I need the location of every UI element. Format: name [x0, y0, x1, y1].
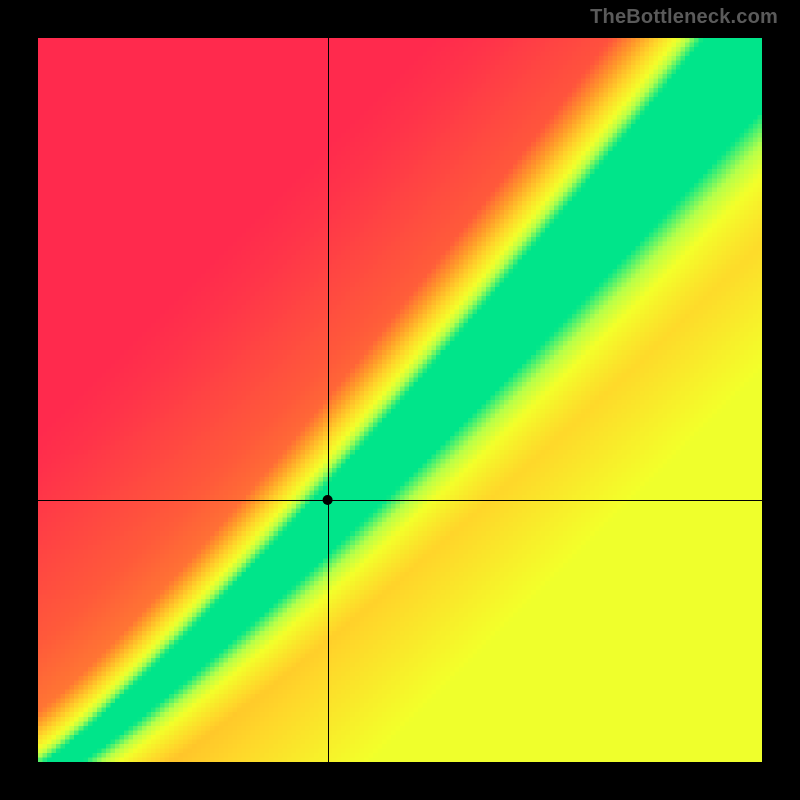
- heatmap-plot: [38, 38, 762, 762]
- watermark-text: TheBottleneck.com: [590, 6, 778, 29]
- heatmap-canvas: [38, 38, 762, 762]
